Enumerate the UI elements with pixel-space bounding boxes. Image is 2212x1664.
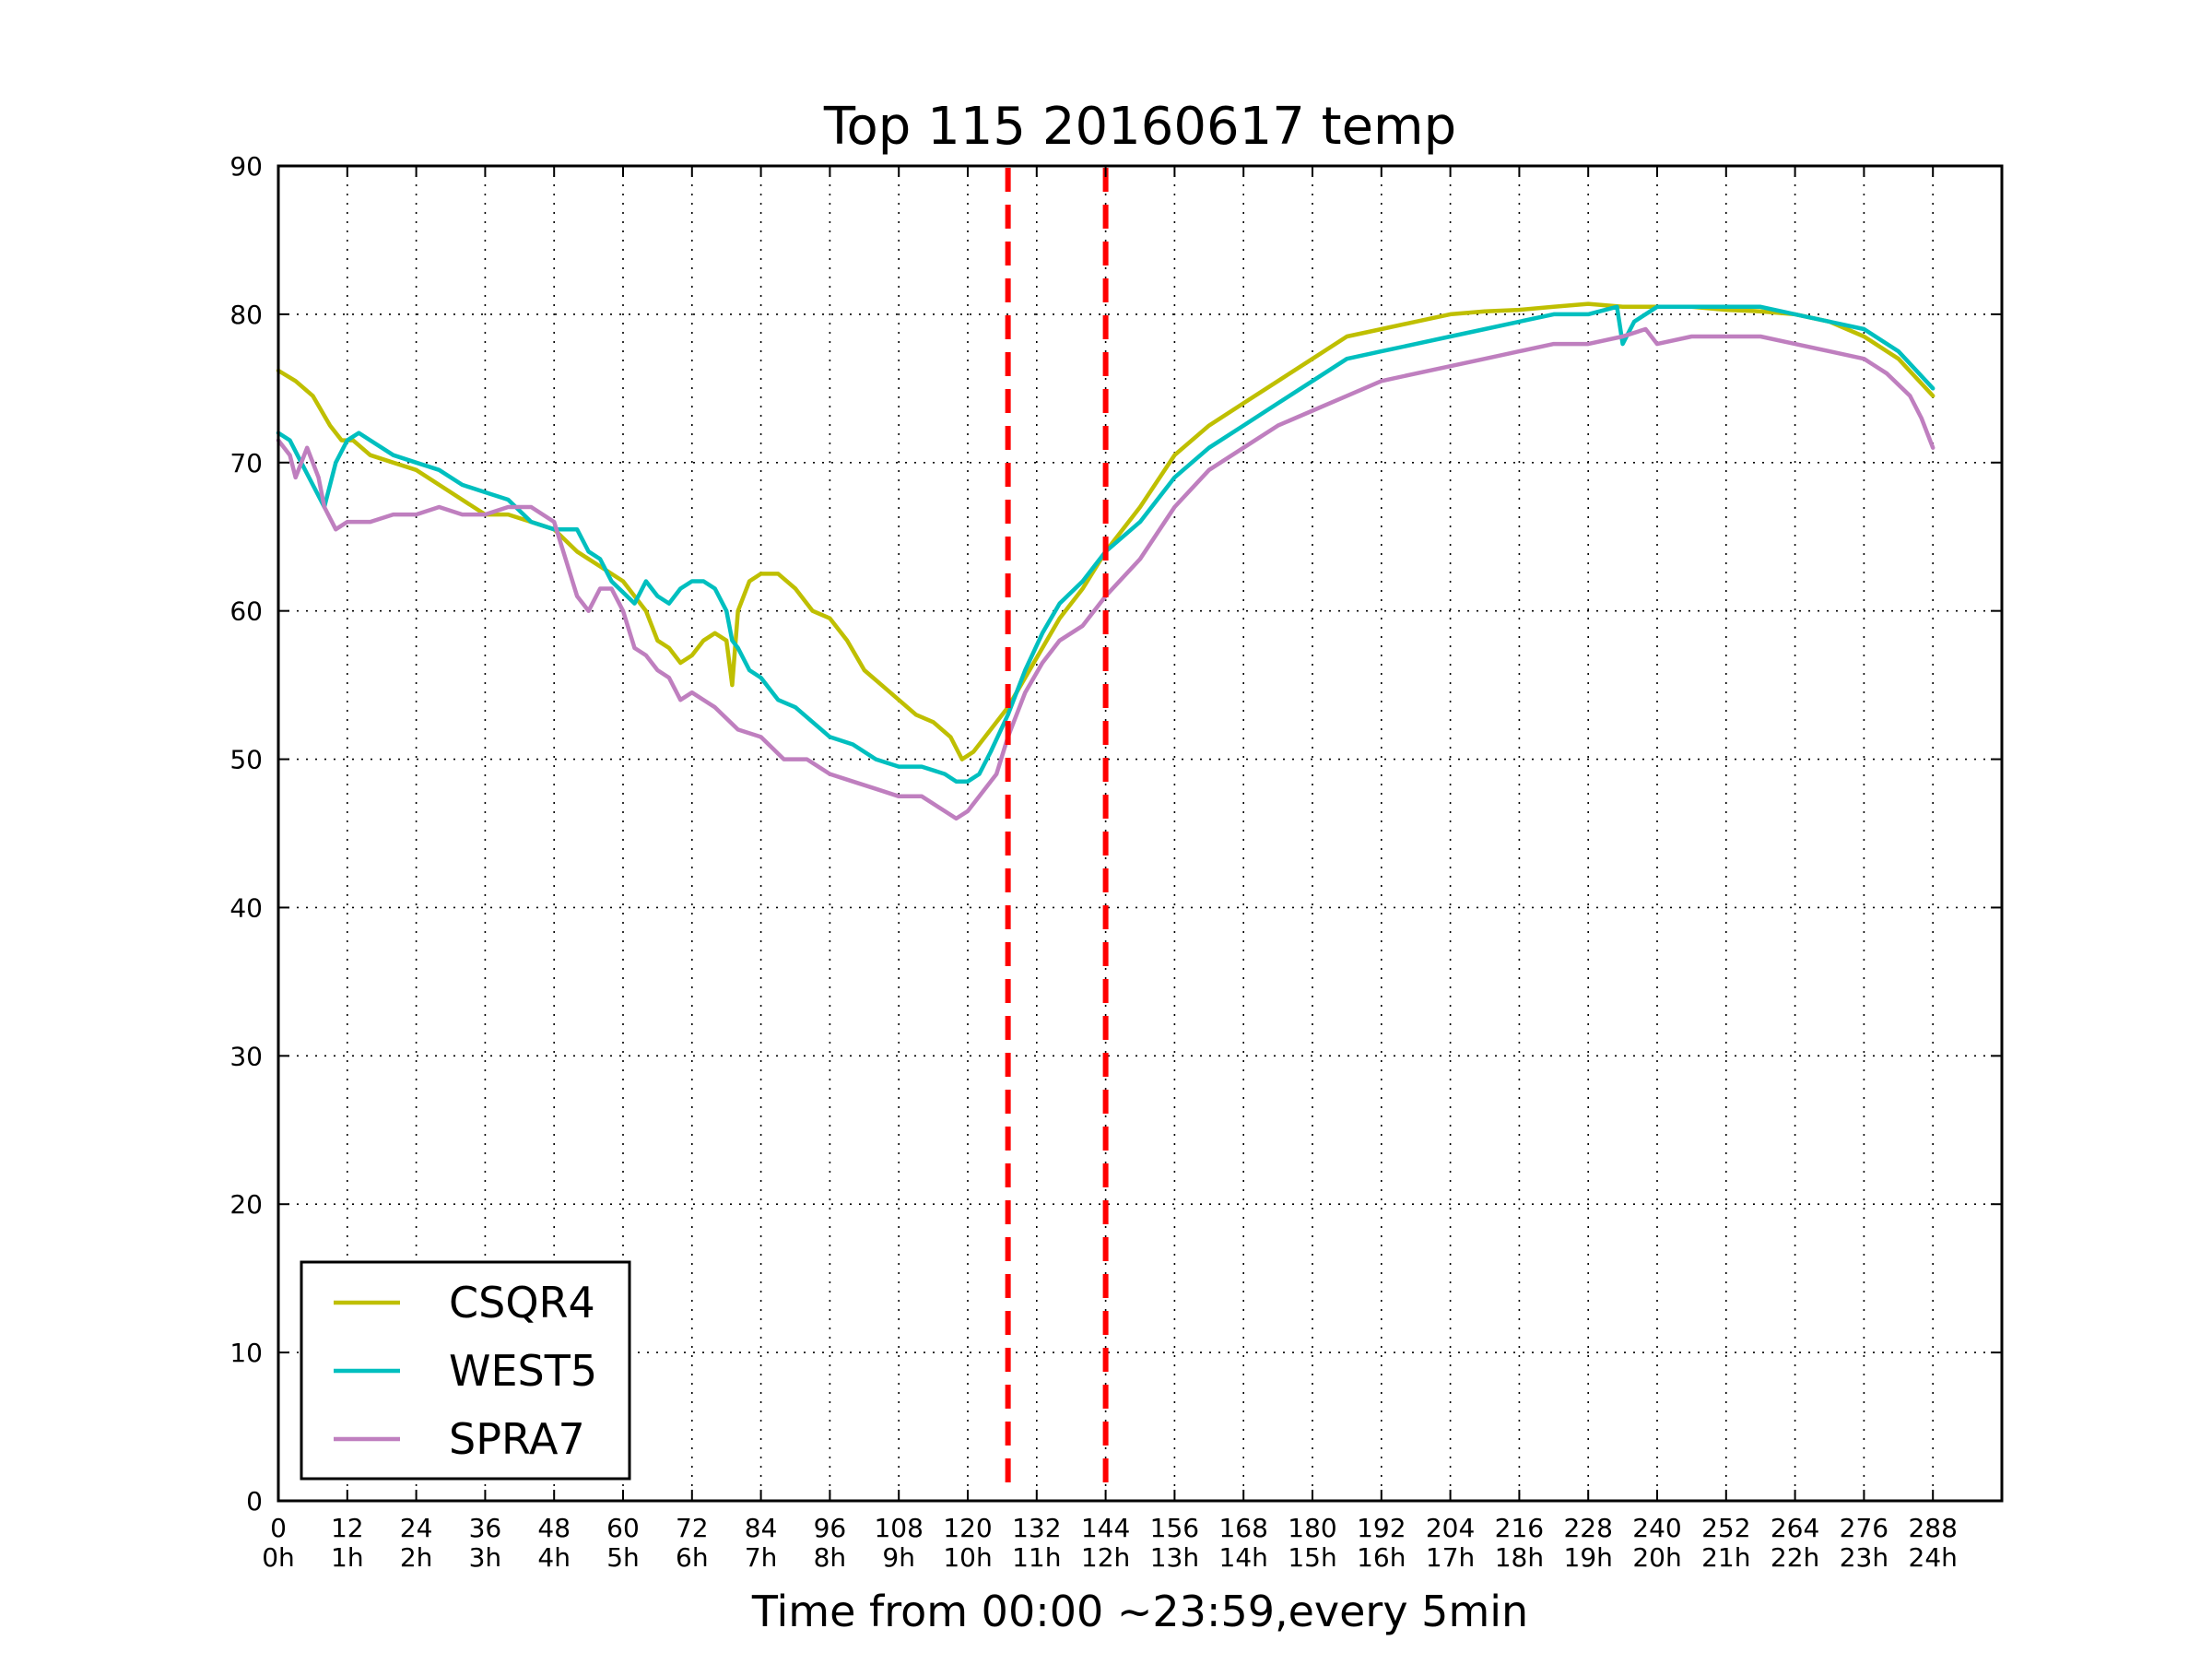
series-line-spra7 [276,326,1936,821]
y-tick-label: 40 [229,892,263,923]
x-tick-sublabel: 12h [1081,1542,1130,1573]
x-tick-label: 48 [537,1513,571,1543]
legend-label: CSQR4 [449,1278,595,1328]
x-tick-sublabel: 20h [1632,1542,1681,1573]
x-tick-sublabel: 19h [1564,1542,1613,1573]
x-tick-sublabel: 0h [262,1542,295,1573]
x-tick-label: 60 [606,1513,640,1543]
x-tick-sublabel: 22h [1771,1542,1819,1573]
x-tick-label: 168 [1218,1513,1267,1543]
x-tick-sublabel: 15h [1288,1542,1336,1573]
series-group [276,301,1936,821]
x-tick-label: 192 [1357,1513,1406,1543]
x-tick-label: 204 [1426,1513,1475,1543]
legend-label: SPRA7 [449,1414,585,1464]
x-tick-label: 156 [1150,1513,1199,1543]
x-tick-sublabel: 16h [1357,1542,1406,1573]
x-tick-sublabel: 24h [1909,1542,1958,1573]
x-tick-label: 252 [1701,1513,1750,1543]
x-tick-label: 132 [1012,1513,1061,1543]
y-tick-label: 50 [229,745,263,775]
x-tick-label: 288 [1908,1513,1957,1543]
x-tick-label: 84 [745,1513,778,1543]
x-tick-sublabel: 18h [1495,1542,1544,1573]
x-axis-label: Time from 00:00 ~23:59,every 5min [751,1587,1528,1636]
x-tick-label: 96 [814,1513,847,1543]
x-tick-sublabel: 6h [676,1542,709,1573]
x-tick-sublabel: 21h [1701,1542,1750,1573]
x-tick-sublabel: 23h [1840,1542,1888,1573]
x-tick-label: 24 [400,1513,433,1543]
x-tick-sublabel: 2h [400,1542,433,1573]
x-tick-sublabel: 8h [814,1542,847,1573]
x-tick-sublabel: 4h [537,1542,571,1573]
legend: CSQR4 WEST5 SPRA7 [300,1260,631,1481]
x-tick-sublabel: 13h [1150,1542,1199,1573]
x-tick-sublabel: 1h [331,1542,364,1573]
x-tick-label: 108 [874,1513,923,1543]
x-tick-label: 120 [943,1513,992,1543]
x-tick-label: 264 [1771,1513,1819,1543]
axis-ticks: 00h121h242h363h484h605h726h847h968h1089h… [229,151,2002,1573]
legend-label: WEST5 [449,1346,597,1396]
y-tick-label: 10 [229,1338,263,1368]
chart-title: Top 115 20160617 temp [823,97,1456,157]
x-tick-label: 12 [331,1513,364,1543]
y-tick-label: 70 [229,448,263,478]
y-tick-label: 0 [246,1486,263,1516]
x-tick-sublabel: 11h [1012,1542,1061,1573]
x-tick-label: 36 [469,1513,502,1543]
x-tick-label: 276 [1840,1513,1888,1543]
x-tick-label: 216 [1495,1513,1544,1543]
x-tick-sublabel: 10h [943,1542,992,1573]
plot-frame [276,164,2004,1503]
y-tick-label: 20 [229,1189,263,1220]
y-tick-label: 30 [229,1041,263,1071]
x-tick-sublabel: 3h [469,1542,502,1573]
x-tick-label: 144 [1081,1513,1130,1543]
x-tick-sublabel: 14h [1219,1542,1268,1573]
x-tick-sublabel: 7h [745,1542,778,1573]
x-tick-sublabel: 9h [882,1542,915,1573]
y-tick-label: 80 [229,300,263,330]
y-tick-label: 90 [229,151,263,182]
x-tick-label: 228 [1563,1513,1612,1543]
x-tick-sublabel: 5h [606,1542,640,1573]
x-tick-label: 0 [270,1513,287,1543]
y-tick-label: 60 [229,596,263,627]
x-tick-label: 180 [1288,1513,1336,1543]
x-tick-sublabel: 17h [1426,1542,1475,1573]
series-line-west5 [276,304,1936,784]
x-tick-label: 240 [1632,1513,1681,1543]
x-tick-label: 72 [676,1513,709,1543]
